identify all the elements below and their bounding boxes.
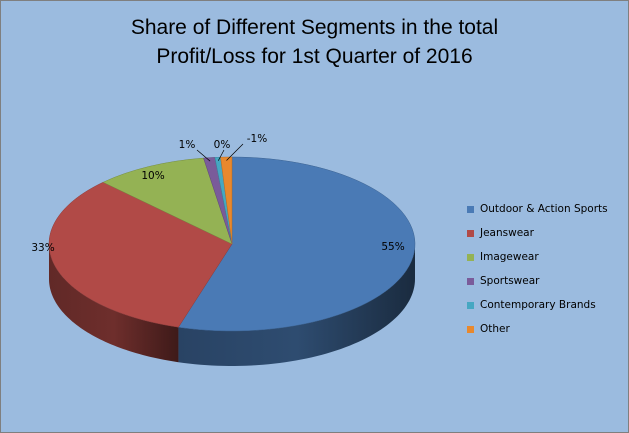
legend-swatch: [467, 229, 474, 237]
slice-labels: 55% 33% 10% 1% 0% -1%: [31, 133, 404, 254]
legend: Outdoor & Action Sports Jeanswear Imagewea…: [467, 197, 608, 341]
leader-line: [226, 143, 244, 161]
legend-item: Contemporary Brands: [467, 293, 608, 317]
slice-label: 0%: [214, 139, 231, 151]
legend-swatch: [467, 325, 474, 333]
slice-label: 33%: [31, 242, 54, 254]
legend-swatch: [467, 205, 474, 213]
legend-item: Other: [467, 317, 608, 341]
slice-label: 10%: [141, 170, 164, 182]
pie-slice-outdoor-action-sports: [178, 156, 416, 332]
pie-slices: [48, 156, 416, 332]
legend-label: Imagewear: [480, 251, 539, 263]
chart-title-line-2: Profit/Loss for 1st Quarter of 2016: [156, 45, 473, 68]
slice-label: 1%: [179, 139, 196, 151]
pie-slice-jeanswear: [48, 181, 233, 328]
pie-sides: [49, 244, 415, 366]
legend-swatch: [467, 301, 474, 309]
pie-side-jeanswear: [49, 244, 179, 363]
leader-line: [217, 149, 225, 161]
legend-swatch: [467, 277, 474, 285]
slice-label: -1%: [247, 133, 267, 145]
legend-label: Outdoor & Action Sports: [480, 203, 608, 215]
legend-swatch: [467, 253, 474, 261]
legend-item: Sportswear: [467, 269, 608, 293]
chart-title: Share of Different Segments in the total…: [1, 13, 628, 71]
legend-label: Jeanswear: [480, 227, 534, 239]
leader-line: [196, 149, 211, 162]
chart-title-line-1: Share of Different Segments in the total: [130, 16, 499, 39]
slice-label: 55%: [381, 241, 404, 253]
legend-item: Outdoor & Action Sports: [467, 197, 608, 221]
legend-item: Imagewear: [467, 245, 608, 269]
legend-label: Other: [480, 323, 510, 335]
pie-side-outdoor-action-sports: [178, 244, 415, 366]
legend-label: Sportswear: [480, 275, 540, 287]
pie-slice-imagewear: [102, 157, 233, 245]
legend-label: Contemporary Brands: [480, 299, 596, 311]
legend-item: Jeanswear: [467, 221, 608, 245]
